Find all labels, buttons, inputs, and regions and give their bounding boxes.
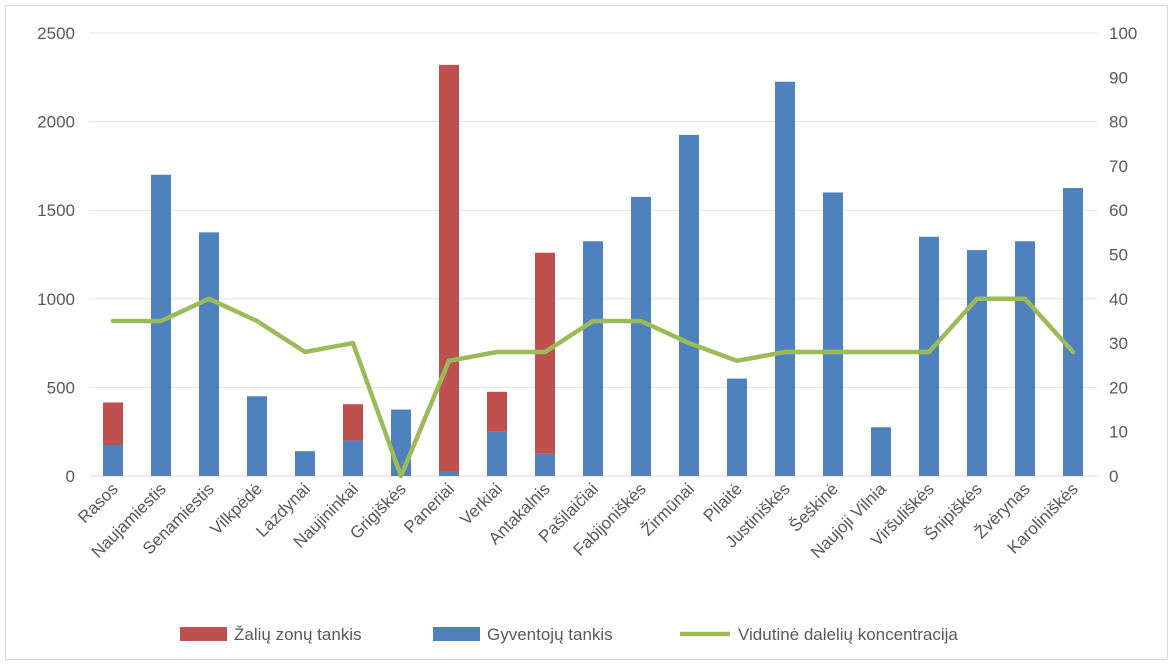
bar-gyventoju-tankis (583, 241, 603, 476)
right-axis-tick-labels: 0 10 20 30 40 50 60 70 80 90 100 (1109, 24, 1137, 486)
bar-gyventoju-tankis (439, 471, 459, 476)
bar-zaliu-zonu-tankis (487, 391, 507, 432)
right-axis-tick-label: 60 (1109, 201, 1128, 220)
bar-gyventoju-tankis (1015, 241, 1035, 476)
bar-zaliu-zonu-tankis (439, 64, 459, 472)
bar-gyventoju-tankis (487, 431, 507, 476)
category-label: Pilaitė (700, 479, 746, 525)
combo-chart: 0 500 1000 1500 2000 2500 0 10 20 30 40 50 60 70 80 90… (37, 24, 1137, 644)
right-axis-tick-label: 30 (1109, 334, 1128, 353)
legend: Žalių zonų tankis Gyventojų tankis Vidutin… (180, 625, 958, 644)
legend-swatch (180, 627, 227, 641)
bar-zaliu-zonu-tankis (343, 404, 363, 441)
legend-label: Vidutinė dalelių koncentracija (738, 625, 958, 644)
bar-gyventoju-tankis (535, 453, 555, 476)
bar-gyventoju-tankis (679, 134, 699, 476)
right-axis-tick-label: 50 (1109, 246, 1128, 265)
bar-gyventoju-tankis (103, 444, 123, 476)
bar-gyventoju-tankis (823, 192, 843, 477)
bar-gyventoju-tankis (295, 451, 315, 476)
bar-gyventoju-tankis (967, 250, 987, 476)
legend-item: Žalių zonų tankis (180, 625, 362, 644)
bar-series (103, 64, 1083, 477)
bar-zaliu-zonu-tankis (103, 402, 123, 445)
bar-gyventoju-tankis (919, 236, 939, 476)
left-axis-tick-label: 1500 (37, 201, 75, 220)
right-axis-tick-label: 90 (1109, 68, 1128, 87)
left-axis-tick-label: 500 (47, 378, 75, 397)
bar-gyventoju-tankis (727, 378, 747, 476)
bar-gyventoju-tankis (199, 232, 219, 476)
left-axis-tick-label: 1000 (37, 290, 75, 309)
left-axis-tick-label: 2000 (37, 113, 75, 132)
bar-gyventoju-tankis (343, 440, 363, 476)
left-axis-tick-label: 2500 (37, 24, 75, 43)
legend-item: Gyventojų tankis (433, 625, 613, 644)
right-axis-tick-label: 10 (1109, 423, 1128, 442)
right-axis-tick-label: 0 (1109, 467, 1118, 486)
bar-gyventoju-tankis (631, 196, 651, 476)
category-label: Žirmūnai (638, 479, 698, 539)
category-axis-labels: RasosNaujamiestisSenamiestisVilkpėdėLazd… (74, 479, 1082, 562)
legend-label: Gyventojų tankis (487, 625, 613, 644)
bar-gyventoju-tankis (247, 396, 267, 476)
bar-gyventoju-tankis (871, 427, 891, 476)
bar-gyventoju-tankis (1063, 188, 1083, 477)
right-axis-tick-label: 20 (1109, 378, 1128, 397)
right-axis-tick-label: 80 (1109, 113, 1128, 132)
category-label: Paneriai (400, 479, 458, 537)
left-axis-tick-label: 0 (66, 467, 75, 486)
right-axis-tick-label: 70 (1109, 157, 1128, 176)
legend-item: Vidutinė dalelių koncentracija (680, 625, 958, 644)
legend-label: Žalių zonų tankis (234, 625, 362, 644)
chart-frame: 0 500 1000 1500 2000 2500 0 10 20 30 40 50 60 70 80 90… (5, 5, 1168, 660)
bar-gyventoju-tankis (151, 174, 171, 476)
legend-swatch (433, 627, 480, 641)
bar-gyventoju-tankis (775, 81, 795, 476)
right-axis-tick-label: 100 (1109, 24, 1137, 43)
right-axis-tick-label: 40 (1109, 290, 1128, 309)
line-series (110, 296, 1076, 479)
bar-gyventoju-tankis (391, 409, 411, 476)
left-axis-tick-labels: 0 500 1000 1500 2000 2500 (37, 24, 75, 486)
